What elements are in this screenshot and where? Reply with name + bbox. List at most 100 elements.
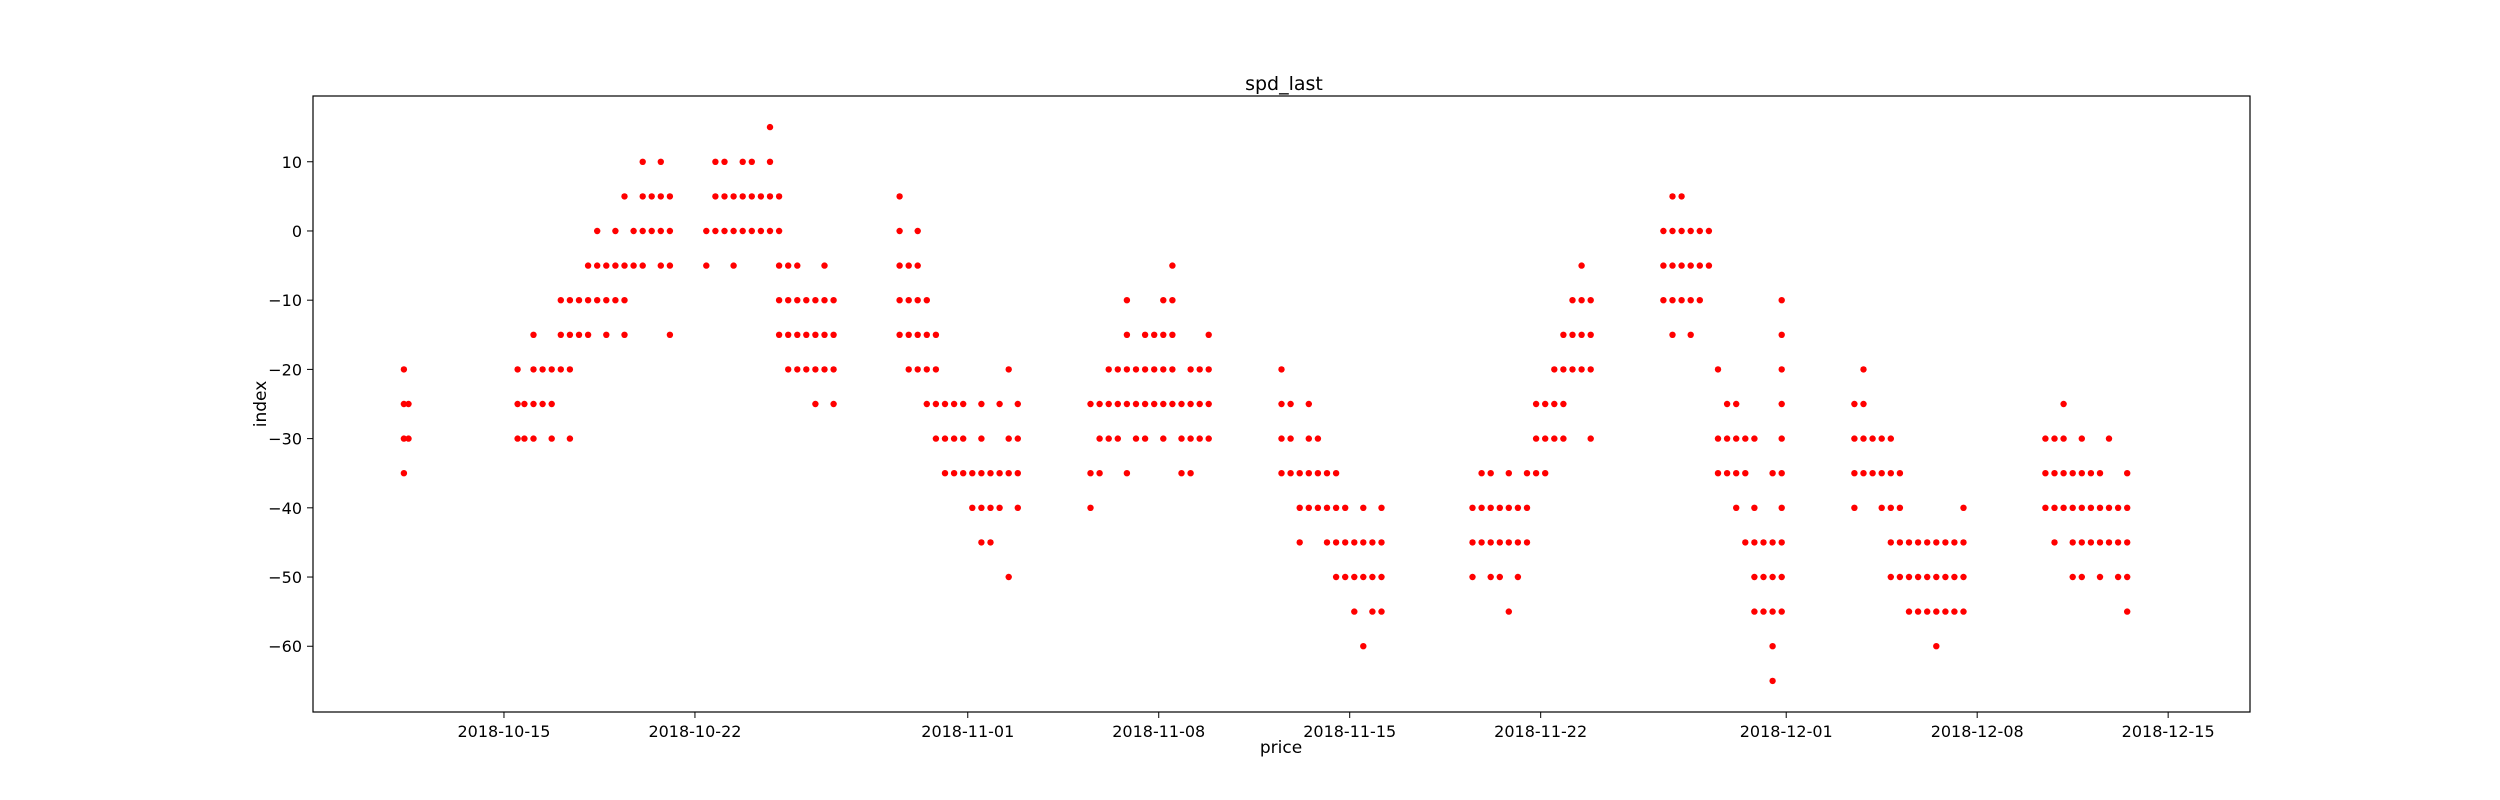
data-point — [1778, 539, 1785, 546]
data-point — [1487, 573, 1494, 581]
data-point — [2051, 435, 2058, 442]
data-point — [621, 193, 628, 200]
data-point — [521, 400, 528, 408]
data-point — [514, 366, 521, 373]
data-point — [987, 470, 994, 477]
data-point — [1014, 470, 1021, 477]
data-point — [1742, 435, 1749, 442]
data-point — [1924, 608, 1931, 615]
data-point — [1105, 435, 1112, 442]
data-point — [1141, 435, 1149, 442]
data-point — [1378, 504, 1385, 511]
data-point — [1360, 504, 1367, 511]
y-tick-label: −30 — [268, 430, 302, 449]
data-point — [1169, 366, 1176, 373]
data-point — [1132, 366, 1140, 373]
data-point — [405, 400, 412, 408]
data-point — [2069, 539, 2076, 546]
data-point — [1951, 608, 1958, 615]
data-point — [1169, 400, 1176, 408]
data-point — [1887, 435, 1895, 442]
x-axis-label: price — [1260, 738, 1302, 758]
data-point — [830, 400, 837, 408]
data-point — [2051, 470, 2058, 477]
data-point — [1205, 331, 1212, 338]
data-point — [896, 331, 903, 338]
data-point — [1369, 608, 1376, 615]
data-point — [987, 539, 994, 546]
data-point — [969, 470, 976, 477]
data-point — [1351, 539, 1358, 546]
data-point — [2060, 435, 2067, 442]
data-point — [1905, 539, 1913, 546]
plot-area — [312, 95, 2251, 713]
data-point — [1569, 331, 1576, 338]
data-point — [978, 400, 985, 408]
data-point — [775, 227, 783, 235]
y-tick-label: −60 — [268, 637, 302, 656]
data-point — [1887, 504, 1895, 511]
data-point — [1578, 331, 1585, 338]
data-point — [905, 366, 912, 373]
x-tick-label: 2018-11-15 — [1303, 722, 1396, 741]
data-point — [530, 400, 537, 408]
y-tick-label: 10 — [282, 153, 302, 172]
data-point — [657, 158, 664, 165]
data-point — [1924, 539, 1931, 546]
data-point — [1687, 297, 1694, 304]
data-point — [594, 297, 601, 304]
data-point — [1878, 435, 1885, 442]
data-point — [2069, 573, 2076, 581]
data-point — [978, 539, 985, 546]
data-point — [1869, 435, 1876, 442]
data-point — [1669, 193, 1676, 200]
data-point — [1132, 400, 1140, 408]
data-point — [2105, 539, 2113, 546]
data-point — [766, 123, 774, 131]
data-point — [1914, 539, 1922, 546]
data-point — [896, 227, 903, 235]
data-point — [703, 227, 710, 235]
data-point — [1505, 539, 1513, 546]
data-point — [1278, 435, 1285, 442]
data-point — [1205, 366, 1212, 373]
data-point — [1360, 573, 1367, 581]
data-point — [721, 193, 728, 200]
data-point — [1778, 573, 1785, 581]
data-point — [830, 366, 837, 373]
data-point — [1469, 573, 1476, 581]
data-point — [969, 504, 976, 511]
data-point — [1860, 435, 1867, 442]
data-point — [2124, 470, 2131, 477]
data-point — [584, 331, 592, 338]
data-point — [1342, 539, 1349, 546]
data-point — [775, 297, 783, 304]
data-point — [914, 331, 921, 338]
data-point — [1778, 297, 1785, 304]
data-point — [978, 504, 985, 511]
data-point — [2105, 504, 2113, 511]
data-point — [2042, 470, 2049, 477]
data-point — [1587, 297, 1594, 304]
data-point — [1905, 573, 1913, 581]
data-point — [1914, 573, 1922, 581]
data-point — [1196, 400, 1203, 408]
data-point — [1569, 366, 1576, 373]
data-point — [712, 227, 719, 235]
data-point — [1196, 435, 1203, 442]
data-point — [1669, 227, 1676, 235]
data-point — [1278, 470, 1285, 477]
data-point — [1523, 504, 1531, 511]
data-point — [1696, 227, 1704, 235]
data-point — [621, 262, 628, 269]
y-tick-label: −10 — [268, 291, 302, 310]
data-point — [1178, 435, 1185, 442]
data-point — [1105, 400, 1112, 408]
data-point — [1496, 504, 1504, 511]
data-point — [1151, 331, 1158, 338]
data-point — [1742, 470, 1749, 477]
data-point — [2124, 504, 2131, 511]
data-point — [1187, 470, 1194, 477]
data-point — [1687, 227, 1694, 235]
data-point — [794, 297, 801, 304]
